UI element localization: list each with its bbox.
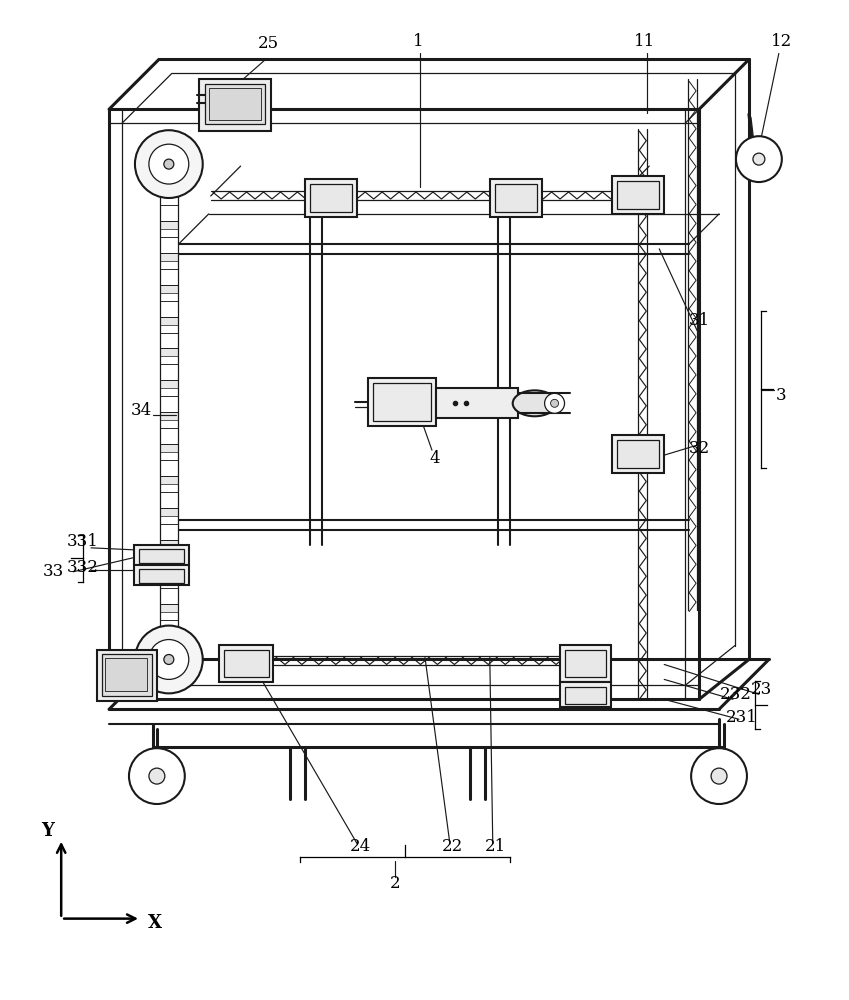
- Bar: [612, 435, 664, 473]
- Text: 34: 34: [130, 402, 152, 419]
- Bar: [306, 179, 357, 217]
- Bar: [160, 604, 177, 612]
- Circle shape: [164, 159, 174, 169]
- Circle shape: [736, 136, 782, 182]
- Bar: [160, 476, 177, 484]
- Text: 332: 332: [67, 559, 99, 576]
- Circle shape: [711, 768, 727, 784]
- Bar: [160, 348, 177, 356]
- Bar: [436, 388, 518, 418]
- Text: 23: 23: [751, 681, 773, 698]
- Text: 232: 232: [720, 686, 752, 703]
- Text: 33: 33: [42, 563, 64, 580]
- Bar: [160, 221, 177, 229]
- Circle shape: [129, 748, 185, 804]
- Bar: [219, 645, 273, 682]
- Bar: [223, 650, 268, 677]
- Bar: [565, 650, 606, 677]
- Bar: [199, 79, 271, 131]
- Circle shape: [164, 654, 174, 664]
- Bar: [374, 383, 431, 421]
- Circle shape: [149, 768, 165, 784]
- Bar: [134, 545, 188, 565]
- Text: 11: 11: [633, 33, 655, 50]
- Bar: [617, 440, 659, 468]
- Bar: [559, 645, 611, 682]
- Text: 24: 24: [350, 838, 371, 855]
- Text: 3: 3: [775, 387, 786, 404]
- Bar: [97, 650, 157, 701]
- Bar: [490, 179, 542, 217]
- Bar: [160, 508, 177, 516]
- Circle shape: [149, 640, 188, 679]
- Bar: [368, 378, 436, 426]
- Bar: [160, 253, 177, 261]
- Bar: [134, 565, 188, 585]
- Bar: [160, 189, 177, 197]
- Bar: [565, 687, 606, 704]
- Text: 1: 1: [413, 33, 424, 50]
- Circle shape: [135, 130, 203, 198]
- Bar: [205, 84, 265, 124]
- Bar: [105, 658, 147, 691]
- Circle shape: [691, 748, 747, 804]
- Bar: [209, 88, 261, 120]
- Text: X: X: [148, 914, 162, 932]
- Bar: [160, 317, 177, 325]
- Text: 25: 25: [258, 35, 279, 52]
- Bar: [160, 285, 177, 293]
- Bar: [160, 636, 177, 644]
- Bar: [160, 380, 177, 388]
- Bar: [559, 682, 611, 707]
- Bar: [311, 184, 352, 212]
- Circle shape: [753, 153, 765, 165]
- Text: 31: 31: [689, 312, 710, 329]
- Text: 32: 32: [689, 440, 710, 457]
- Circle shape: [544, 393, 565, 413]
- Bar: [617, 181, 659, 209]
- Bar: [160, 157, 177, 165]
- Bar: [102, 654, 152, 696]
- Bar: [139, 569, 183, 583]
- Bar: [139, 549, 183, 563]
- Bar: [160, 412, 177, 420]
- Text: 4: 4: [430, 450, 441, 467]
- Bar: [160, 444, 177, 452]
- Text: 21: 21: [485, 838, 506, 855]
- Circle shape: [135, 626, 203, 693]
- Bar: [612, 176, 664, 214]
- Text: 12: 12: [771, 33, 792, 50]
- Text: 231: 231: [726, 709, 758, 726]
- Text: 331: 331: [67, 533, 99, 550]
- Bar: [160, 572, 177, 580]
- Ellipse shape: [513, 390, 557, 416]
- Bar: [160, 540, 177, 548]
- Circle shape: [551, 399, 559, 407]
- Bar: [495, 184, 537, 212]
- Text: 22: 22: [442, 838, 464, 855]
- Text: Y: Y: [41, 822, 53, 840]
- Text: 2: 2: [390, 875, 401, 892]
- Circle shape: [149, 144, 188, 184]
